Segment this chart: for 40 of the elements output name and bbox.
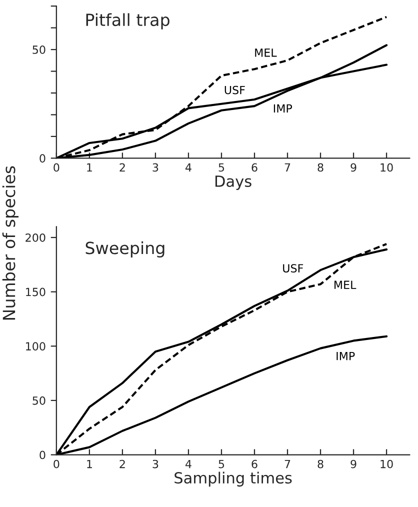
series-label: MEL: [334, 280, 356, 289]
x-tick-label: 1: [87, 460, 92, 468]
x-tick-label: 2: [120, 163, 125, 172]
x-axis-title: Days: [215, 176, 252, 190]
y-tick-label: 50: [32, 46, 46, 54]
x-tick-label: 7: [284, 163, 290, 172]
y-tick-label: 0: [40, 154, 46, 163]
x-tick-label: 0: [54, 163, 60, 172]
x-tick-label: 10: [380, 460, 393, 468]
x-tick-label: 8: [318, 460, 324, 468]
x-axis-title: Sampling times: [174, 472, 292, 487]
x-tick-label: 10: [380, 163, 393, 172]
series-label: USF: [224, 86, 245, 94]
series-label: USF: [283, 264, 304, 273]
y-tick-label: 150: [26, 288, 46, 296]
y-tick-label: 100: [26, 342, 46, 351]
x-tick-label: 3: [152, 163, 158, 172]
x-tick-label: 8: [318, 163, 324, 172]
x-tick-label: 4: [185, 460, 192, 468]
x-tick-label: 1: [87, 163, 92, 172]
chart-title: Pitfall trap: [86, 13, 170, 30]
y-tick-label: 0: [40, 450, 46, 460]
series-label: MEL: [255, 48, 277, 57]
x-tick-label: 6: [252, 460, 258, 468]
x-tick-label: 5: [218, 460, 224, 468]
x-tick-label: 9: [350, 163, 356, 172]
x-tick-label: 5: [218, 163, 224, 172]
x-tick-label: 6: [252, 163, 258, 172]
x-tick-label: 7: [284, 460, 290, 468]
x-tick-label: 2: [120, 460, 125, 468]
series-label: IMP: [274, 104, 292, 112]
series-label: IMP: [336, 352, 355, 360]
x-tick-label: 3: [152, 460, 158, 468]
x-tick-label: 9: [350, 460, 356, 468]
y-axis-title: Number of species: [2, 166, 19, 320]
text: Sweeping: [86, 241, 164, 258]
x-tick-label: 4: [185, 163, 192, 172]
x-tick-label: 0: [54, 460, 60, 468]
y-tick-label: 50: [32, 396, 46, 405]
y-tick-label: 200: [26, 233, 46, 242]
